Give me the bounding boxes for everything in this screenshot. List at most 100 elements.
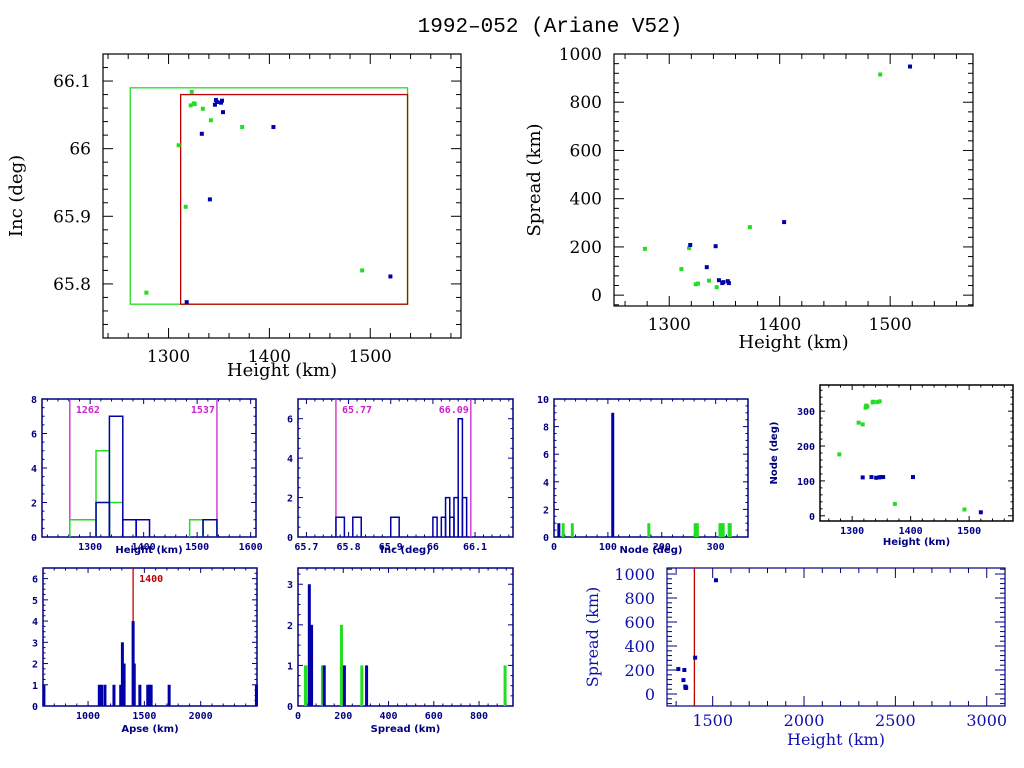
blue-point	[978, 510, 983, 515]
x-axis-label: Spread (km)	[371, 724, 441, 735]
blue-point	[704, 265, 709, 270]
blue-point	[682, 668, 687, 672]
x-tick-label: 1300	[147, 347, 190, 367]
y-tick-label: 0	[287, 702, 293, 713]
x-tick-label: 0	[551, 542, 557, 553]
blue-bin	[95, 501, 111, 537]
blue-bar	[365, 665, 369, 706]
x-tick-label: 1300	[840, 526, 864, 537]
y-tick-label: 6	[543, 450, 549, 461]
y-tick-label: 600	[570, 141, 602, 161]
blue-point	[184, 300, 189, 305]
green-point	[208, 118, 213, 123]
y-tick-label: 4	[287, 454, 293, 465]
x-tick-label: 1400	[248, 347, 291, 367]
green-point	[183, 204, 188, 209]
x-tick-label: 1600	[239, 542, 263, 553]
y-tick-label: 0	[645, 685, 655, 704]
x-tick-label: 1500	[185, 542, 209, 553]
y-tick-label: 0	[32, 702, 38, 713]
green-point	[642, 246, 647, 251]
plot-frame	[297, 398, 514, 538]
green-point	[877, 399, 882, 404]
plot-frame	[613, 53, 974, 307]
apse-histogram-panel: 1000 1500 2000 0 1 2 3 4 5 6 Apse (km) 1400	[32, 567, 258, 735]
plot-frame	[41, 398, 257, 538]
blue-bin	[389, 516, 400, 537]
blue-bar	[138, 684, 142, 706]
limit-label: 66.09	[439, 405, 469, 416]
green-point	[747, 225, 752, 230]
green-point	[240, 125, 245, 130]
blue-point	[716, 278, 721, 283]
blue-bar	[131, 621, 135, 706]
green-bar	[339, 624, 343, 706]
green-point	[693, 282, 698, 287]
x-tick-label: 2000	[784, 711, 825, 730]
blue-bar	[112, 684, 116, 706]
spread-histogram-panel: 0 200 400 600 800 0 1 2 3 Spread (km)	[287, 567, 514, 735]
blue-point	[676, 667, 681, 672]
y-axis-label: Inc (deg)	[6, 155, 27, 237]
blue-point	[218, 100, 223, 105]
blue-point	[212, 102, 217, 107]
blue-bar	[254, 684, 258, 706]
blue-point	[693, 655, 698, 660]
x-tick-label: 1500	[349, 347, 392, 367]
y-tick-label: 0	[287, 533, 293, 544]
x-tick-label: 65.9	[379, 542, 403, 553]
blue-bin	[122, 519, 137, 537]
blue-bar	[611, 412, 615, 537]
blue-point	[860, 475, 865, 480]
x-tick-label: 800	[470, 711, 488, 722]
green-point	[837, 452, 842, 457]
y-tick-label: 400	[570, 190, 602, 210]
x-tick-label: 400	[379, 711, 397, 722]
y-tick-label: 400	[624, 637, 655, 656]
green-bin	[95, 450, 111, 537]
blue-bar	[120, 642, 124, 706]
y-tick-label: 2	[31, 499, 37, 510]
plot-frame	[102, 53, 462, 339]
x-tick-label: 2000	[189, 711, 213, 722]
x-tick-label: 65.8	[337, 542, 361, 553]
x-tick-label: 300	[707, 542, 725, 553]
y-tick-label: 66	[69, 140, 91, 160]
green-point	[860, 422, 865, 427]
x-tick-label: 3000	[966, 711, 1007, 730]
blue-bar	[122, 663, 126, 706]
x-axis-label: Height (km)	[787, 730, 885, 749]
limit-label: 65.77	[342, 405, 372, 416]
y-tick-label: 4	[31, 464, 37, 475]
y-tick-label: 66.1	[53, 72, 91, 92]
blue-bar	[307, 584, 311, 706]
blue-point	[388, 274, 393, 279]
green-point	[189, 89, 194, 94]
green-point	[865, 404, 870, 409]
blue-point	[221, 110, 226, 115]
blue-point	[874, 475, 879, 480]
blue-point	[910, 475, 915, 480]
x-tick-label: 1500	[957, 526, 981, 537]
green-bar	[320, 665, 324, 706]
blue-bin	[108, 415, 124, 537]
y-tick-label: 100	[797, 477, 815, 488]
y-tick-label: 6	[31, 430, 37, 441]
blue-bar	[149, 684, 153, 706]
y-tick-label: 6	[32, 575, 38, 586]
inc-vs-height-panel: 1300 1400 1500 65.8 65.9 66 66.1 Height (km) Inc…	[6, 53, 462, 381]
blue-bar	[103, 684, 107, 706]
green-point	[878, 72, 883, 77]
y-axis-label: Spread (km)	[583, 587, 602, 688]
y-tick-label: 600	[624, 613, 655, 632]
y-tick-label: 200	[570, 238, 602, 258]
plot-frame	[819, 384, 1014, 522]
green-bin	[69, 519, 97, 537]
blue-point	[219, 98, 224, 103]
inc-histogram-panel: 65.7 65.8 65.9 66 66.1 0 2 4 6 Inc (deg) 65.77 66.0…	[287, 398, 514, 556]
blue-bar	[310, 624, 314, 706]
green-bar	[303, 665, 307, 706]
green-point	[856, 420, 861, 425]
blue-point	[681, 678, 686, 683]
y-tick-label: 8	[543, 423, 549, 434]
